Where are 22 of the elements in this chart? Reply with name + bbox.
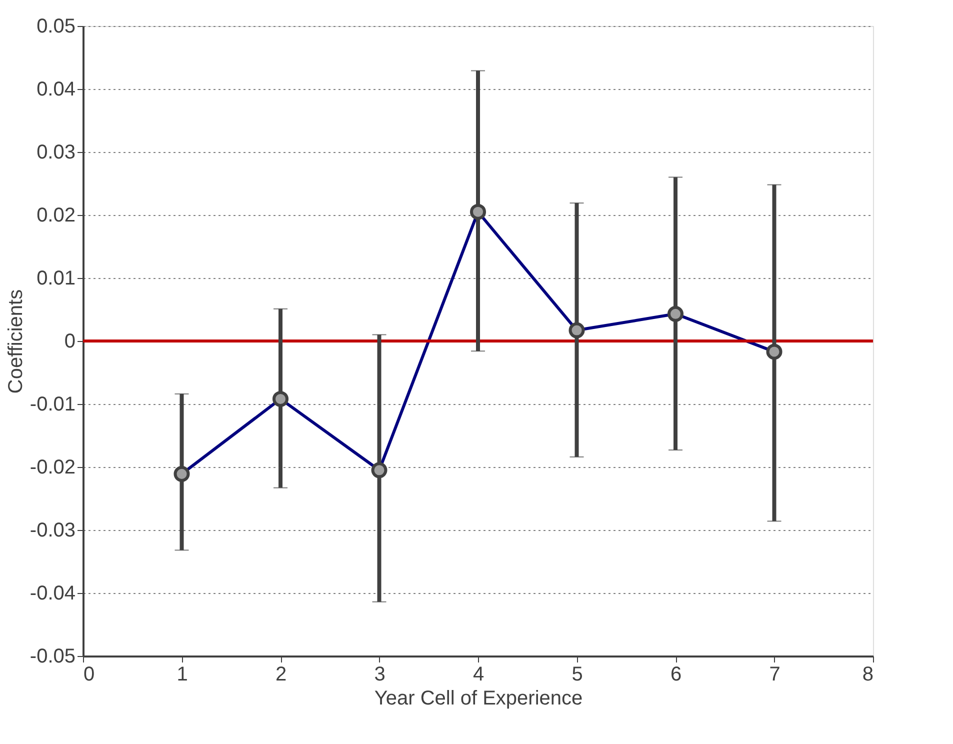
y-axis-title: Coefficients xyxy=(4,289,27,394)
x-tick-label: 3 xyxy=(374,664,386,686)
y-tick-label: 0.05 xyxy=(36,16,76,38)
x-axis-title: Year Cell of Experience xyxy=(374,688,583,710)
x-tick-label: 0 xyxy=(84,664,95,686)
y-tick-label: -0.05 xyxy=(30,646,76,668)
x-tick-label: 8 xyxy=(862,664,874,686)
y-tick-label: -0.03 xyxy=(30,520,76,542)
y-tick-label: 0.02 xyxy=(36,204,76,226)
y-tick-label: 0.04 xyxy=(36,78,76,100)
x-tick-label: 5 xyxy=(572,664,583,686)
x-tick-label: 7 xyxy=(769,664,780,686)
y-tick-label: 0.03 xyxy=(36,142,76,164)
x-tick-label: 2 xyxy=(275,664,287,686)
x-tick-label: 1 xyxy=(176,664,188,686)
y-tick-label: 0 xyxy=(64,330,76,352)
y-tick-label: 0.01 xyxy=(36,268,76,290)
x-tick-label: 6 xyxy=(670,664,682,686)
y-tick-label: -0.04 xyxy=(30,582,76,604)
x-tick-label: 4 xyxy=(472,664,484,686)
y-tick-label: -0.01 xyxy=(30,394,76,416)
y-tick-label: -0.02 xyxy=(30,456,76,478)
